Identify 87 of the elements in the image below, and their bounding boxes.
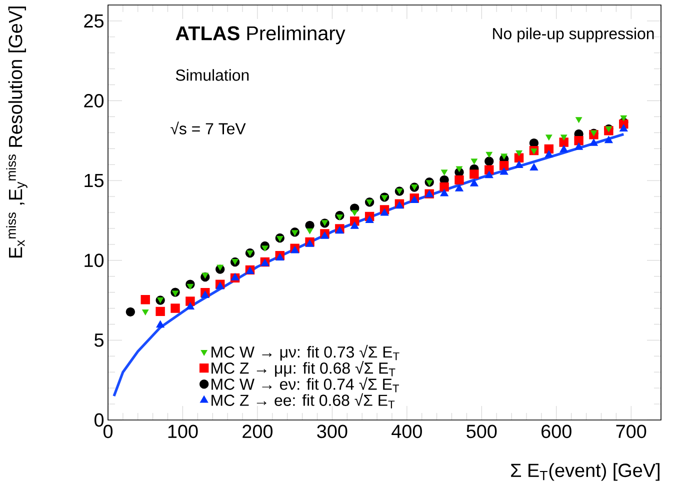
point [140, 295, 150, 304]
point [620, 124, 628, 132]
point [500, 168, 508, 175]
point [546, 134, 552, 140]
point [381, 195, 388, 201]
point [590, 138, 598, 146]
point [499, 160, 509, 170]
point [306, 228, 313, 234]
point [440, 182, 449, 192]
y-tick-label: 0 [94, 413, 104, 427]
x-tick-label: 700 [616, 424, 646, 438]
point [262, 246, 268, 252]
legend-label: MC Z → ee: fit 0.68 √Σ E$_{T}$ [212, 393, 395, 408]
point [544, 150, 553, 158]
point [604, 136, 613, 144]
annotation: No pile-up suppression [493, 28, 654, 42]
point [574, 142, 583, 150]
point [170, 304, 180, 313]
point [186, 302, 194, 310]
y-tick-label: 20 [84, 94, 104, 108]
point [516, 150, 522, 156]
point [187, 284, 194, 290]
point [292, 230, 298, 236]
point [454, 175, 464, 185]
point [231, 273, 240, 280]
x-tick-label: 500 [466, 424, 497, 438]
point [455, 184, 464, 192]
point [142, 309, 149, 316]
x-tick-label: 200 [242, 424, 273, 438]
legend-label: MC W → μν: fit 0.73 √Σ E$_{T}$ [212, 344, 400, 361]
point [485, 171, 494, 178]
point [500, 154, 508, 160]
y-tick-label: 5 [94, 334, 104, 347]
x-axis-title: Σ E$_{T}$(event) [GeV] [511, 463, 660, 481]
point [156, 320, 164, 328]
point [306, 240, 314, 247]
point [156, 306, 165, 316]
point [530, 148, 538, 154]
x-tick-label: 300 [317, 424, 348, 438]
point [320, 232, 329, 239]
point [172, 290, 178, 296]
point [216, 264, 224, 270]
point [186, 296, 195, 306]
x-tick-label: 600 [542, 424, 572, 438]
point [366, 216, 374, 223]
x-tick-label: 0 [103, 424, 113, 438]
point [276, 236, 284, 242]
point [484, 156, 494, 166]
point [441, 170, 448, 176]
point [216, 282, 224, 290]
point [380, 208, 389, 216]
point [440, 189, 448, 196]
y-tick-label: 15 [84, 174, 104, 188]
annotation: ATLAS Preliminary [176, 26, 346, 44]
point [559, 138, 568, 147]
point [560, 134, 568, 140]
x-tick-label: 400 [392, 424, 422, 438]
point [201, 290, 210, 298]
point [486, 152, 492, 158]
point [470, 179, 478, 186]
point [560, 145, 568, 152]
y-tick-label: 10 [84, 254, 104, 268]
point [470, 170, 479, 179]
point [395, 202, 404, 209]
point [471, 158, 478, 164]
point [351, 210, 358, 216]
point [514, 160, 524, 168]
point [276, 253, 284, 260]
point [336, 226, 344, 234]
y-tick-label: 25 [84, 14, 104, 28]
point [530, 163, 538, 170]
point [350, 222, 359, 229]
y-axis-title: E$_{x}$$^{miss}$ ,E$_{y}$$^{miss}$ Resolution [GeV] [6, 6, 28, 258]
point [426, 180, 433, 186]
point [456, 166, 462, 172]
annotation: Simulation [176, 69, 249, 81]
annotation: √s = 7 TeV [170, 122, 246, 134]
point [620, 115, 627, 121]
point [336, 214, 343, 220]
x-tick-label: 100 [168, 424, 198, 438]
point [290, 246, 299, 254]
point [202, 272, 208, 278]
legend-label: MC Z → μμ: fit 0.68 √Σ E$_{T}$ [212, 361, 396, 377]
point [126, 307, 136, 317]
legend-label: MC W → eν: fit 0.74 √Σ E$_{T}$ [212, 377, 400, 392]
point [576, 117, 582, 123]
point [574, 136, 584, 146]
